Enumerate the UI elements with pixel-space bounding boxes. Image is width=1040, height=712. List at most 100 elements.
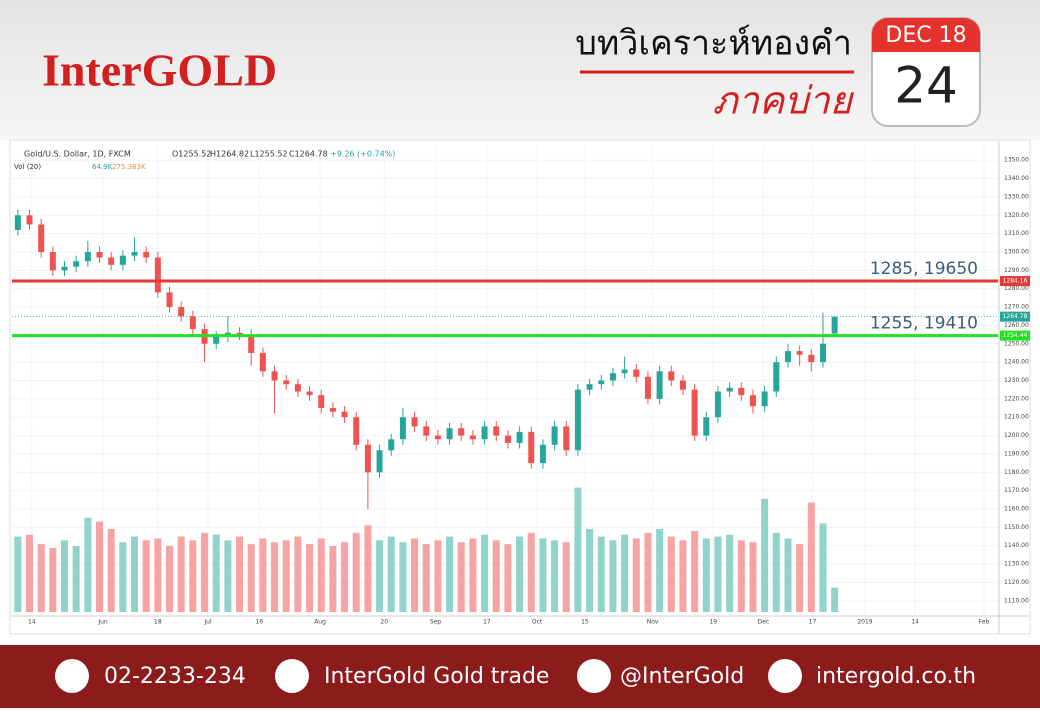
- candle-body: [796, 351, 803, 355]
- volume-bar: [14, 536, 22, 612]
- footer-bg: [0, 645, 1040, 708]
- facebook: InterGold Gold trade: [324, 664, 549, 689]
- volume-bar: [551, 540, 559, 612]
- candle-body: [656, 371, 663, 399]
- volume-bar: [504, 544, 512, 612]
- candle-body: [563, 426, 570, 451]
- volume-bar: [411, 538, 419, 612]
- volume-bar: [294, 536, 302, 612]
- candle-body: [399, 417, 406, 440]
- candle-body: [388, 439, 395, 451]
- volume-bar: [212, 534, 220, 612]
- volume-bar: [737, 540, 745, 612]
- volume-bar: [761, 498, 769, 612]
- candle-body: [831, 316, 838, 334]
- ohlc-open: O1255.52: [172, 150, 211, 159]
- volume-bar: [621, 534, 629, 612]
- volume-bar: [539, 538, 547, 612]
- volume-bar: [446, 536, 454, 612]
- volume-bar: [772, 532, 780, 612]
- volume-bar: [259, 538, 267, 612]
- candle-body: [341, 411, 348, 418]
- volume-bar: [271, 542, 279, 612]
- candle-body: [738, 387, 745, 396]
- candle-body: [516, 431, 523, 443]
- candle-body: [154, 257, 161, 293]
- volume-bar: [562, 542, 570, 612]
- x-tick-label: Aug: [314, 619, 326, 626]
- volume-bar: [749, 542, 757, 612]
- price-tag: [1000, 311, 1030, 322]
- candle-body: [73, 261, 80, 267]
- volume-bar: [119, 542, 127, 612]
- candle-body: [621, 369, 628, 374]
- plot: 1350.00 1340.00 1330.00 1320.00 1310.00 1300.…: [11, 141, 1030, 633]
- vol-value: 64.9K: [92, 163, 113, 171]
- volume-bar: [166, 546, 174, 612]
- volume-bar: [726, 534, 734, 612]
- web-icon: [768, 659, 802, 693]
- candle-body: [551, 426, 558, 445]
- volume-bar: [422, 544, 430, 612]
- candle-body: [166, 292, 173, 308]
- x-tick-label: Feb: [979, 619, 990, 626]
- candle-body: [411, 417, 418, 427]
- volume-bar: [107, 529, 115, 612]
- candle-body: [528, 431, 535, 464]
- candle-body: [119, 255, 126, 265]
- volume-bar: [469, 538, 477, 612]
- y-tick-label: 1130.00: [1004, 561, 1029, 568]
- ohlc-high: H1264.82: [210, 150, 249, 159]
- candle-body: [248, 334, 255, 353]
- calendar-top: [872, 18, 980, 52]
- candle-body: [644, 376, 651, 399]
- volume-bar: [527, 532, 535, 612]
- y-tick-label: 1330.00: [1004, 193, 1029, 200]
- candle-body: [703, 417, 710, 436]
- volume-bar: [609, 540, 617, 612]
- y-tick-label: 1180.00: [1004, 469, 1029, 476]
- candle-body: [819, 343, 826, 363]
- y-tick-label: 1230.00: [1004, 377, 1029, 384]
- volume-bar: [597, 536, 605, 612]
- y-tick-label: 1120.00: [1004, 579, 1029, 586]
- calendar-day: 24: [894, 57, 958, 115]
- volume-bar: [387, 536, 395, 612]
- x-tick-label: 17: [483, 619, 491, 626]
- volume-bar: [72, 546, 80, 612]
- y-tick-label: 1160.00: [1004, 506, 1029, 513]
- volume-bar: [574, 487, 582, 612]
- volume-bar: [26, 534, 34, 612]
- ohlc-change: +9.26 (+0.74%): [330, 150, 395, 159]
- volume-bar: [189, 540, 197, 612]
- y-tick-label: 1110.00: [1004, 597, 1029, 604]
- volume-bar: [236, 536, 244, 612]
- x-tick-label: Oct: [532, 619, 543, 626]
- volume-bar: [702, 538, 710, 612]
- x-tick-label: 14: [28, 619, 36, 626]
- volume-bar: [247, 544, 255, 612]
- candle-body: [679, 380, 686, 390]
- volume-bar: [667, 536, 675, 612]
- x-tick-label: 17: [809, 619, 817, 626]
- ohlc-close: C1264.78: [289, 150, 328, 159]
- volume-bar: [317, 538, 325, 612]
- candle-body: [586, 384, 593, 390]
- volume-bar: [142, 540, 150, 612]
- website: intergold.co.th: [816, 664, 976, 689]
- candle-body: [84, 251, 91, 262]
- x-tick-label: 16: [256, 619, 264, 626]
- volume-bar: [807, 502, 815, 612]
- vol-ma: 275.383K: [112, 163, 146, 171]
- price-tag-label: 1264.78: [1003, 313, 1028, 320]
- x-tick-label: Dec: [758, 619, 770, 626]
- x-tick-label: 2019: [857, 619, 872, 626]
- price-tag-label: 1254.44: [1003, 332, 1028, 339]
- header-bg: [0, 0, 1040, 140]
- volume-bar: [656, 529, 664, 612]
- volume-bar: [492, 540, 500, 612]
- candle-body: [189, 316, 196, 330]
- y-tick-label: 1310.00: [1004, 230, 1029, 237]
- candle-body: [434, 435, 441, 440]
